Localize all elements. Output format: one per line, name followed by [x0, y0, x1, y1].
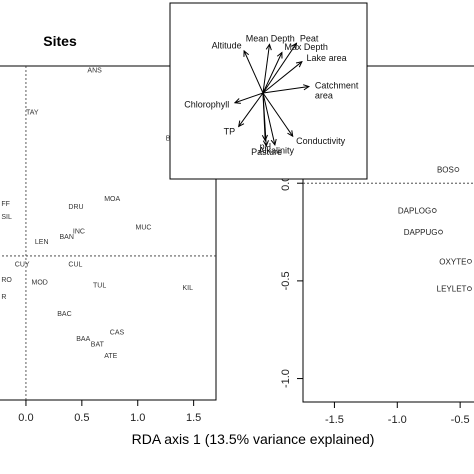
- sites-x-tick-label: 0.0: [18, 412, 33, 424]
- vector-label-alkalinity: Alkalinity: [258, 146, 294, 156]
- site-label-mod: MOD: [32, 280, 48, 287]
- vector-label-tp: TP: [224, 126, 236, 136]
- species-label-leylet: LEYLET: [437, 285, 467, 294]
- species-point-marker: [467, 286, 472, 292]
- site-label-moa: MOA: [104, 196, 120, 203]
- site-label-cuy: CUY: [15, 261, 30, 268]
- vector-label-mean-depth: Mean Depth: [246, 33, 295, 43]
- species-point-marker: [431, 208, 437, 213]
- site-label-bat: BAT: [91, 341, 105, 348]
- species-x-tick-label: -1.5: [325, 414, 344, 426]
- vector-arrow-shaft: [262, 44, 270, 94]
- site-label-cas: CAS: [110, 330, 125, 337]
- species-y-tick-label: -0.5: [280, 271, 292, 290]
- site-label-ban: BAN: [59, 234, 73, 241]
- site-label-tul: TUL: [93, 282, 106, 289]
- vector-label-altitude: Altitude: [212, 40, 242, 50]
- site-label-sil: SIL: [1, 214, 12, 221]
- site-label-ff: FF: [1, 201, 10, 208]
- vector-arrow-head: [238, 120, 245, 128]
- species-x-axis: -1.5 -1.0 -0.5: [325, 402, 470, 426]
- sites-x-tick-label: 0.5: [74, 412, 89, 424]
- vector-label-ph: pH: [260, 142, 272, 152]
- species-label-oxyte: OXYTE: [439, 257, 466, 266]
- vector-arrow-head: [243, 49, 250, 57]
- site-label-dru: DRU: [68, 204, 83, 211]
- vector-arrow-shaft: [262, 61, 303, 94]
- sites-points: ANSTAYBEAMOADRUMUCINCBANLENCULCUYMODTULK…: [1, 68, 193, 361]
- inset-frame: [169, 2, 368, 180]
- vector-arrow-head: [262, 140, 269, 148]
- sites-x-axis-title: RDA axis 1 (13.5% variance explained): [132, 431, 375, 447]
- vector-label-pasture: Pasture: [251, 147, 282, 157]
- species-x-tick-label: -0.5: [451, 414, 470, 426]
- vector-arrow-head: [270, 138, 277, 146]
- vector-arrow-head: [303, 84, 311, 91]
- sites-plot-frame: [0, 65, 217, 401]
- sites-x-tick-label: 1.5: [186, 412, 201, 424]
- species-panel: 0.50.0-0.5-1.0 -1.5-1.0-0.5 BOSDAPLOGDAP…: [280, 65, 474, 426]
- vector-arrow-head: [265, 43, 272, 51]
- vector-arrow-shaft: [262, 92, 276, 145]
- vector-arrow-head: [287, 130, 294, 138]
- vector-arrow-head: [291, 42, 298, 50]
- vector-arrow-shaft: [234, 92, 264, 104]
- species-plot-frame: [302, 65, 474, 403]
- vector-arrow-shaft: [238, 92, 264, 127]
- vector-arrow-head: [233, 98, 241, 104]
- site-label-muc: MUC: [136, 225, 152, 232]
- species-x-tick-label: -1.0: [388, 414, 407, 426]
- sites-x-tick-label: 1.0: [130, 412, 145, 424]
- vector-arrow-shaft: [262, 92, 294, 137]
- vector-label-conductivity: Conductivity: [296, 136, 346, 146]
- site-label-r: R: [1, 294, 6, 301]
- site-label-ro: RO: [1, 277, 12, 284]
- vector-arrow-shaft: [262, 43, 297, 94]
- site-label-baa: BAA: [76, 336, 90, 343]
- site-label-tay: TAY: [26, 109, 39, 116]
- site-label-len: LEN: [35, 239, 49, 246]
- vector-arrow-shaft: [262, 52, 283, 94]
- vector-arrow-head: [261, 134, 268, 142]
- sites-panel: Sites 0.00.51.01.5 ANSTAYBEAMOADRUMUCINC…: [0, 33, 374, 447]
- site-label-bac: BAC: [57, 311, 71, 318]
- vector-arrow-shaft: [262, 92, 267, 146]
- vector-label-lake-area: Lake area: [307, 53, 347, 63]
- vector-label-chlorophyll: Chlorophyll: [184, 100, 229, 110]
- species-point-marker: [467, 258, 472, 264]
- vector-arrow-head: [276, 51, 283, 59]
- vector-label-max-depth: Max Depth: [284, 42, 328, 52]
- species-point-marker: [438, 229, 443, 235]
- species-points: BOS DAPLOG DAPPUG OXYTE LEYLET: [398, 166, 472, 294]
- vector-arrow-head: [295, 60, 303, 68]
- sites-x-axis: 0.0 0.5 1.0 1.5: [18, 400, 201, 424]
- site-label-inc: INC: [73, 229, 85, 236]
- vector-label-peat: Peat: [300, 33, 319, 43]
- site-label-ans: ANS: [87, 68, 102, 75]
- species-y-tick-label: -1.0: [280, 369, 292, 388]
- species-label-bos: BOS: [437, 166, 454, 175]
- site-label-kil: KIL: [182, 285, 193, 292]
- species-label-daplog: DAPLOG: [398, 207, 431, 216]
- vector-arrow-shaft: [243, 50, 264, 94]
- vector-label-catchment-area: Catchment area: [315, 81, 359, 101]
- site-label-cul: CUL: [68, 261, 82, 268]
- site-label-ate: ATE: [104, 353, 117, 360]
- species-point-marker: [454, 167, 460, 172]
- sites-panel-title: Sites: [43, 33, 77, 49]
- species-label-dappug: DAPPUG: [404, 228, 438, 237]
- vector-arrow-shaft: [262, 86, 309, 94]
